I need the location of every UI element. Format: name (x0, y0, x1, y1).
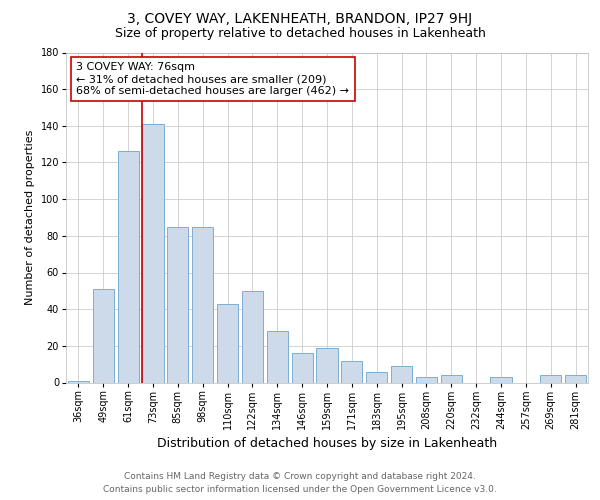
Bar (292, 353, 313, 382)
Bar (118, 152, 139, 382)
Text: 3 COVEY WAY: 76sqm
← 31% of detached houses are smaller (209)
68% of semi-detach: 3 COVEY WAY: 76sqm ← 31% of detached hou… (76, 62, 349, 96)
Bar (341, 360, 362, 382)
Bar (93, 289, 114, 382)
Text: Contains HM Land Registry data © Crown copyright and database right 2024.
Contai: Contains HM Land Registry data © Crown c… (103, 472, 497, 494)
Text: 3, COVEY WAY, LAKENHEATH, BRANDON, IP27 9HJ: 3, COVEY WAY, LAKENHEATH, BRANDON, IP27 … (127, 12, 473, 26)
Bar (192, 226, 213, 382)
Bar (490, 377, 512, 382)
Bar (68, 380, 89, 382)
Bar (416, 377, 437, 382)
Bar (267, 331, 288, 382)
Bar (441, 375, 462, 382)
Bar (217, 304, 238, 382)
X-axis label: Distribution of detached houses by size in Lakenheath: Distribution of detached houses by size … (157, 438, 497, 450)
Bar (142, 124, 164, 382)
Bar (540, 375, 561, 382)
Text: Size of property relative to detached houses in Lakenheath: Size of property relative to detached ho… (115, 28, 485, 40)
Bar (316, 348, 338, 382)
Bar (366, 372, 387, 382)
Bar (565, 375, 586, 382)
Bar (391, 366, 412, 382)
Bar (167, 226, 188, 382)
Y-axis label: Number of detached properties: Number of detached properties (25, 130, 35, 305)
Bar (242, 291, 263, 382)
